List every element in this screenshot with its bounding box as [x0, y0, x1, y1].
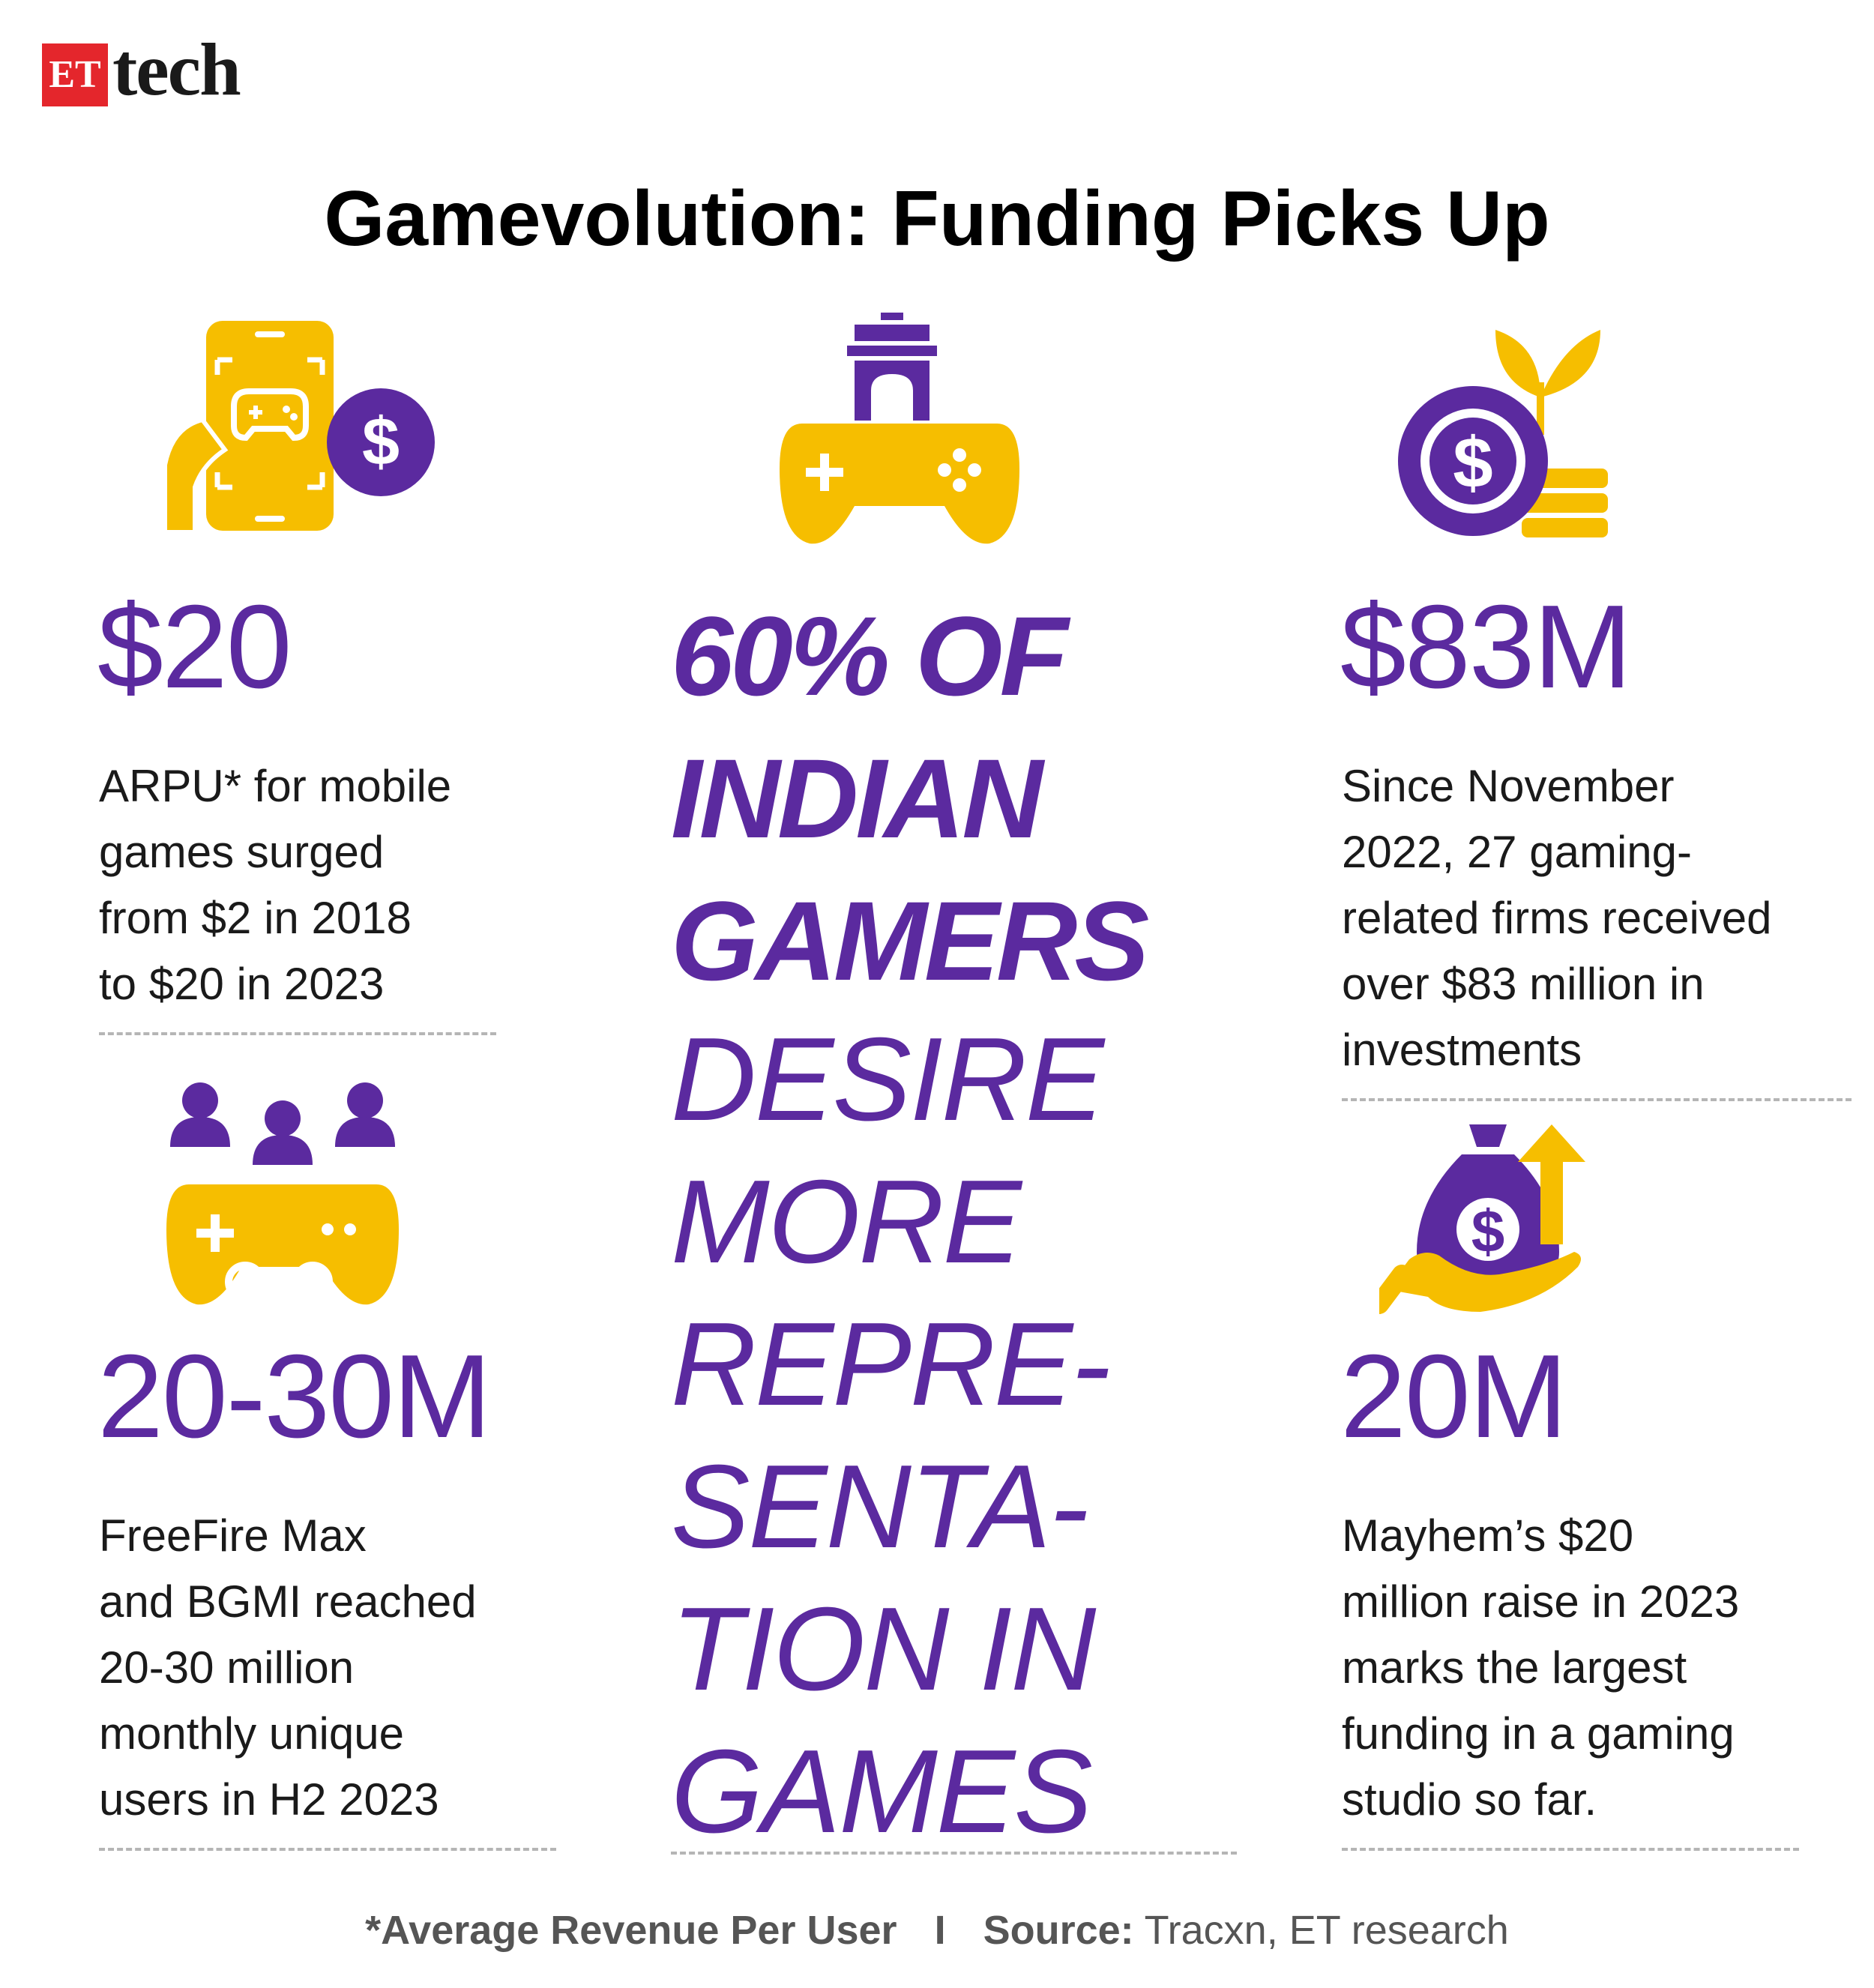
headline-line: GAMES [671, 1726, 1093, 1858]
divider [1342, 1848, 1799, 1851]
stat-desc-arpu: ARPU* for mobile games surged from $2 in… [99, 753, 451, 1017]
stat-desc-investments: Since November 2022, 27 gaming- related … [1342, 753, 1772, 1083]
desc-line: Mayhem’s $20 [1342, 1510, 1634, 1561]
headline-line: GAMERS [671, 878, 1149, 1004]
desc-line: investments [1342, 1025, 1582, 1075]
desc-line: games surged [99, 827, 385, 877]
svg-text:$: $ [1471, 1198, 1505, 1265]
desc-line: and BGMI reached [99, 1576, 477, 1627]
desc-line: 20-30 million [99, 1642, 355, 1693]
svg-text:$: $ [1453, 423, 1492, 503]
headline-line: SENTA- [671, 1441, 1089, 1573]
stat-value-arpu: $20 [97, 581, 292, 713]
desc-line: Since November [1342, 761, 1675, 811]
stat-value-mayhem: 20M [1340, 1331, 1567, 1463]
center-headline-light: DESIRE MORE REPRE- SENTA- TION IN GAMES [671, 1008, 1111, 1863]
headline-line: 60% OF [671, 593, 1068, 719]
divider [671, 1852, 1237, 1855]
stat-value-investments: $83M [1340, 581, 1632, 713]
mobile-game-coin-icon: $ [165, 321, 435, 534]
india-gate-controller-icon [780, 313, 1019, 544]
stat-value-users: 20-30M [97, 1331, 492, 1463]
desc-line: million raise in 2023 [1342, 1576, 1740, 1627]
desc-line: monthly unique [99, 1708, 404, 1759]
footnote: *Average Revenue Per User [365, 1908, 897, 1953]
footer-separator: I [934, 1908, 946, 1953]
desc-line: to $20 in 2023 [99, 959, 385, 1009]
divider [1342, 1098, 1852, 1101]
desc-line: marks the largest [1342, 1642, 1687, 1693]
headline-line: REPRE- [671, 1298, 1111, 1430]
svg-text:$: $ [362, 405, 400, 480]
desc-line: over $83 million in [1342, 959, 1705, 1009]
footer: *Average Revenue Per User I Source: Tracxn… [0, 1904, 1874, 1957]
headline-line: INDIAN [671, 735, 1043, 861]
desc-line: studio so far. [1342, 1774, 1597, 1825]
money-bag-hand-icon: $ [1379, 1124, 1585, 1314]
desc-line: 2022, 27 gaming- [1342, 827, 1692, 877]
et-logo-wordmark: tech [112, 28, 241, 111]
source-text: Tracxn, ET research [1133, 1908, 1509, 1953]
source-label: Source: [983, 1908, 1134, 1953]
headline-line: TION IN [671, 1583, 1096, 1715]
desc-line: FreeFire Max [99, 1510, 367, 1561]
desc-line: funding in a gaming [1342, 1708, 1735, 1759]
headline-line: MORE [671, 1156, 1022, 1288]
et-logo-badge: ET [42, 43, 108, 106]
coin-sprout-icon: $ [1398, 330, 1608, 537]
headline-line: DESIRE [671, 1013, 1104, 1145]
page-title: Gamevolution: Funding Picks Up [324, 175, 1550, 262]
divider [99, 1848, 556, 1851]
stat-desc-users: FreeFire Max and BGMI reached 20-30 mill… [99, 1503, 477, 1833]
desc-line: ARPU* for mobile [99, 761, 452, 811]
divider [99, 1032, 496, 1035]
center-headline-bold: 60% OF INDIAN GAMERS [671, 585, 1149, 1012]
desc-line: from $2 in 2018 [99, 893, 412, 943]
desc-line: related firms received [1342, 893, 1772, 943]
gamers-controller-icon [166, 1082, 399, 1305]
desc-line: users in H2 2023 [99, 1774, 439, 1825]
stat-desc-mayhem: Mayhem’s $20 million raise in 2023 marks… [1342, 1503, 1739, 1833]
